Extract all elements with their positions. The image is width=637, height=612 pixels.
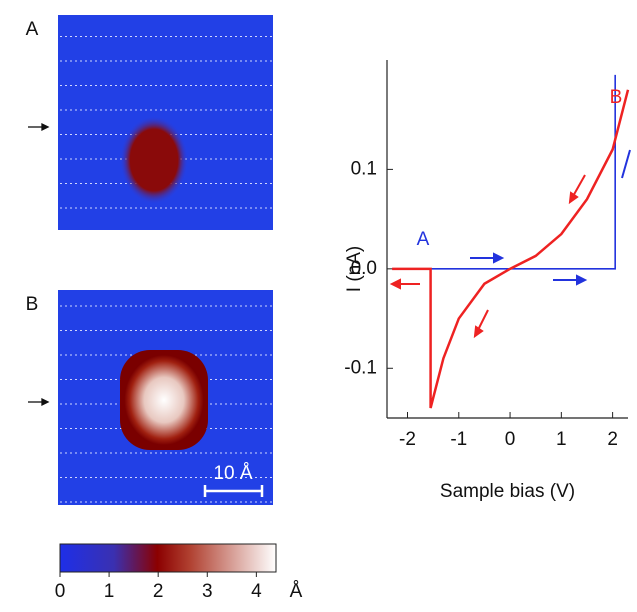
image-b: 10 Å [58, 290, 273, 505]
x-tick-label: 0 [505, 429, 516, 450]
x-tick-label: -1 [450, 429, 467, 450]
image-a [58, 15, 273, 230]
series-line [392, 89, 630, 409]
colorbar-tick-label: 1 [104, 581, 115, 602]
colorbar-tick-label: 0 [55, 581, 66, 602]
x-tick-label: 1 [556, 429, 567, 450]
x-tick-label: 2 [607, 429, 618, 450]
colorbar-tick-label: 2 [153, 581, 164, 602]
y-tick-label: 0.0 [351, 258, 377, 279]
colorbar-tick-label: 4 [251, 581, 262, 602]
colorbar-ticks: 0 1 2 3 4 Å [55, 572, 303, 602]
y-axis-label: I (nA) [344, 246, 365, 292]
colorbar-unit: Å [290, 581, 303, 602]
colorbar [59, 543, 277, 573]
panel-label: A [26, 19, 39, 40]
x-axis-label: Sample bias (V) [440, 481, 575, 502]
y-tick-label: -0.1 [344, 357, 377, 378]
x-tick-label: -2 [399, 429, 416, 450]
panel-label: B [26, 294, 39, 315]
scale-bar-label: 10 Å [213, 463, 252, 484]
direction-arrows [389, 149, 631, 339]
iv-chart: -0.1 0.0 0.1 -2 -1 0 1 2 Sample bias (V) I (nA) A B [344, 60, 630, 502]
colorbar-tick-label: 3 [202, 581, 213, 602]
side-arrows [28, 122, 50, 407]
series-name: B [610, 87, 623, 108]
series-name: A [417, 229, 430, 250]
y-tick-label: 0.1 [351, 158, 377, 179]
